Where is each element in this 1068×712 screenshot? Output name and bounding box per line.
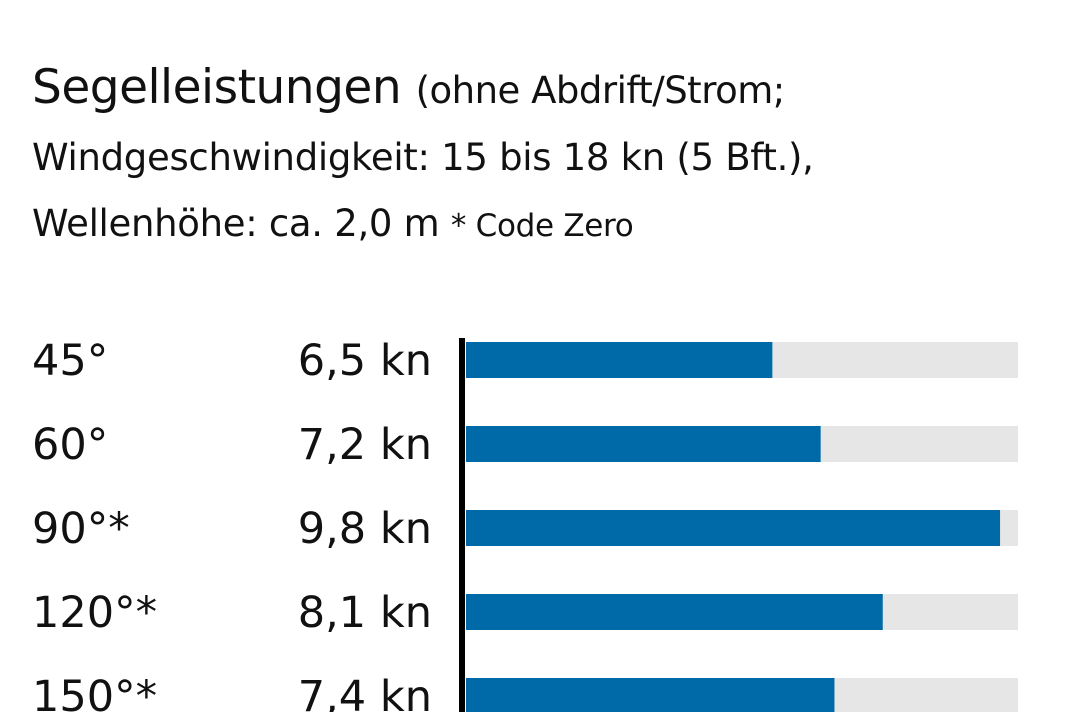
category-label: 90°* (32, 504, 130, 554)
category-label: 120°* (32, 588, 157, 638)
value-label: 6,5 kn (298, 336, 432, 386)
bar (466, 678, 835, 712)
chart-title-line: Segelleistungen (ohne Abdrift/Strom; (32, 58, 785, 121)
value-label: 7,2 kn (298, 420, 432, 470)
chart-subtitle-2: Windgeschwindigkeit: 15 bis 18 kn (5 Bft… (32, 136, 814, 179)
category-label: 45° (32, 336, 108, 386)
chart-subtitle-line-3: Wellenhöhe: ca. 2,0 m * Code Zero (32, 202, 634, 245)
bar (466, 426, 821, 462)
footnote: * Code Zero (450, 208, 634, 244)
chart-subtitle-3: Wellenhöhe: ca. 2,0 m (32, 202, 440, 245)
bar (466, 342, 773, 378)
value-label: 8,1 kn (298, 588, 432, 638)
category-label: 150°* (32, 672, 157, 712)
value-label: 7,4 kn (298, 672, 432, 712)
y-axis-line (459, 338, 465, 712)
chart-subtitle-1: (ohne Abdrift/Strom; (415, 69, 786, 112)
category-label: 60° (32, 420, 108, 470)
value-label: 9,8 kn (298, 504, 432, 554)
chart-title: Segelleistungen (32, 60, 402, 115)
bar (466, 510, 1001, 546)
bar (466, 594, 883, 630)
